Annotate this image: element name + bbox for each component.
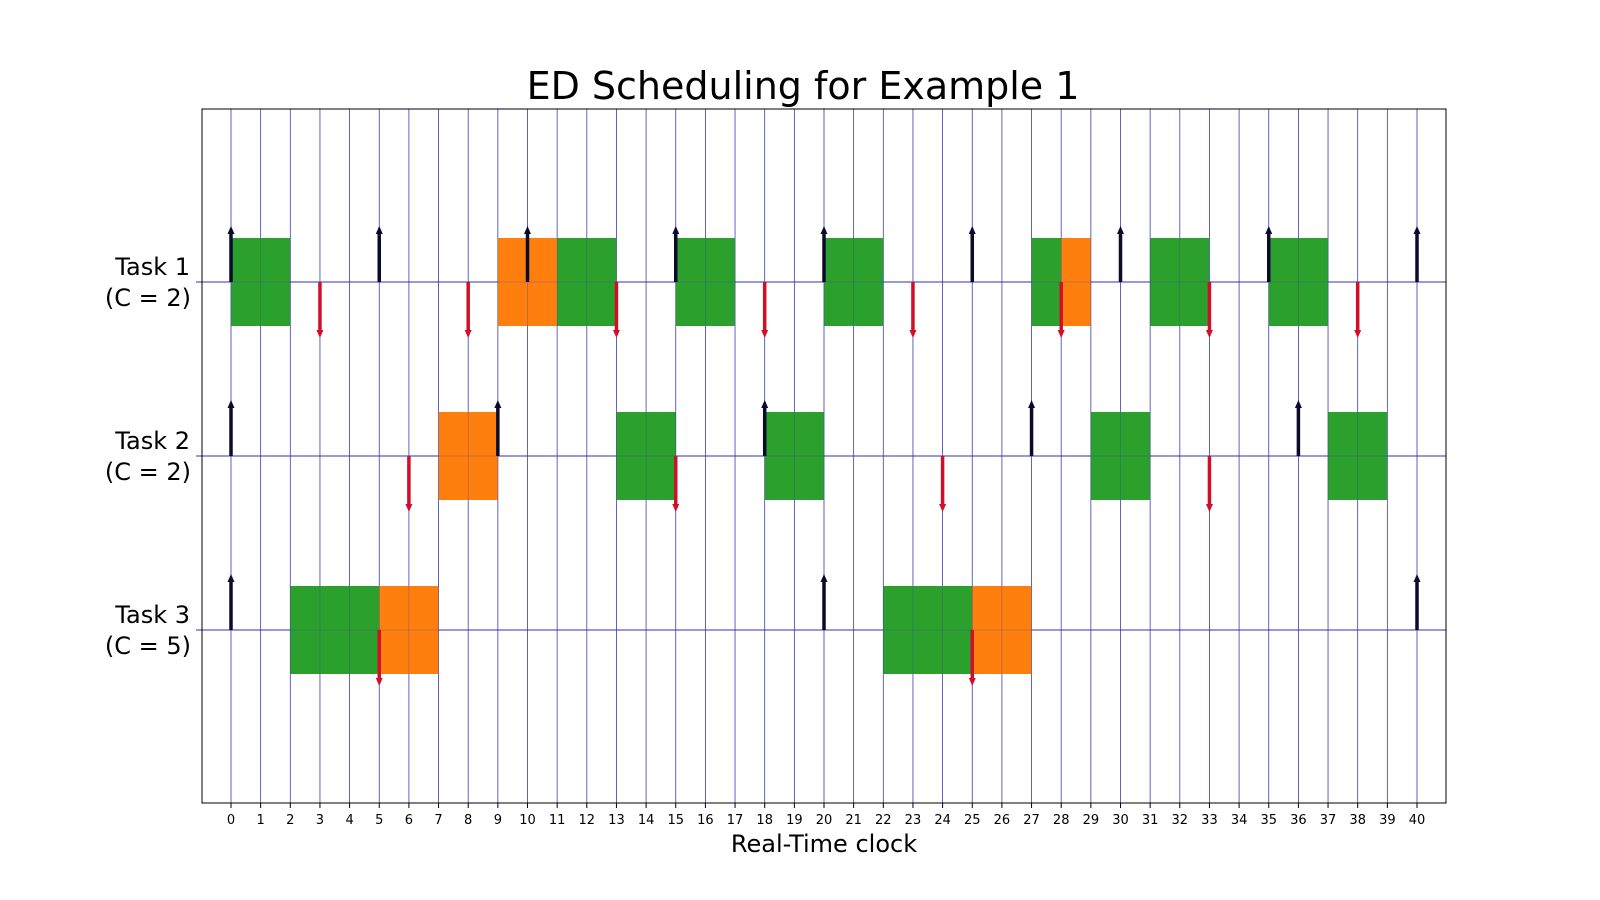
release-arrow-head [672, 226, 680, 234]
release-arrow-head [1413, 574, 1421, 582]
deadline-arrow-head [612, 330, 620, 338]
deadline-arrow-head [761, 330, 769, 338]
x-tick-label: 8 [464, 813, 472, 828]
release-deadline-arrows [227, 226, 1421, 686]
x-tick-label: 24 [934, 813, 951, 828]
release-arrow-head [227, 574, 235, 582]
x-tick-label: 16 [697, 813, 714, 828]
x-tick-label: 33 [1201, 813, 1218, 828]
x-tick-label: 21 [845, 813, 862, 828]
release-arrow-head [1413, 226, 1421, 234]
x-tick-label: 36 [1290, 813, 1307, 828]
release-arrow-head [524, 226, 531, 234]
x-tick-label: 20 [816, 813, 833, 828]
x-tick-label: 0 [227, 813, 235, 828]
x-tick-label: 5 [375, 813, 383, 828]
release-arrow-head [227, 226, 235, 234]
release-arrow-head [820, 226, 828, 234]
x-tick-label: 9 [494, 813, 502, 828]
release-arrow-head [1117, 226, 1124, 234]
x-tick-label: 30 [1112, 813, 1129, 828]
x-tick-label: 27 [1023, 813, 1040, 828]
task-name-label: Task 3 [114, 601, 190, 629]
x-tick-label: 28 [1053, 813, 1070, 828]
release-arrow-head [761, 400, 769, 408]
deadline-arrow-head [1057, 330, 1065, 338]
release-arrow-head [1028, 400, 1036, 408]
x-tick-label: 37 [1320, 813, 1337, 828]
deadline-arrow-head [464, 330, 472, 338]
deadline-arrow-head [968, 678, 976, 686]
deadline-arrow-head [909, 330, 917, 338]
x-tick-label: 14 [638, 813, 655, 828]
x-tick-label: 1 [257, 813, 265, 828]
deadline-arrow-head [1205, 504, 1213, 512]
release-arrow-head [227, 400, 235, 408]
release-arrow-head [1294, 400, 1302, 408]
x-tick-label: 3 [316, 813, 324, 828]
x-tick-label: 32 [1172, 813, 1189, 828]
task-cost-label: (C = 2) [105, 284, 191, 312]
release-arrow-head [375, 226, 383, 234]
x-tick-label: 23 [905, 813, 922, 828]
x-tick-label: 26 [994, 813, 1011, 828]
x-tick-label: 40 [1409, 813, 1426, 828]
deadline-arrow-head [672, 504, 680, 512]
task-name-label: Task 2 [114, 427, 190, 455]
x-tick-label: 22 [875, 813, 892, 828]
x-tick-label: 25 [964, 813, 981, 828]
task-cost-label: (C = 5) [105, 632, 191, 660]
deadline-arrow-head [316, 330, 324, 338]
x-tick-label: 39 [1379, 813, 1396, 828]
x-tick-label: 13 [608, 813, 625, 828]
x-tick-label: 29 [1083, 813, 1100, 828]
execution-bars [202, 109, 1446, 803]
release-arrow-head [820, 574, 828, 582]
task-name-label: Task 1 [114, 253, 190, 281]
x-axis-ticks: 0 1 2 3 4 5 6 7 8 9 10 11 12 13 14 15 16 17 18 19 20 21 22 23 24… [227, 803, 1425, 828]
task-cost-label: (C = 2) [105, 458, 191, 486]
x-axis-label: Real-Time clock [731, 830, 917, 858]
deadline-arrow-head [405, 504, 413, 512]
x-tick-label: 38 [1349, 813, 1366, 828]
x-tick-label: 15 [667, 813, 684, 828]
x-tick-label: 31 [1142, 813, 1159, 828]
release-arrow-head [494, 400, 502, 408]
x-tick-label: 17 [727, 813, 744, 828]
x-tick-label: 7 [434, 813, 442, 828]
x-tick-label: 11 [549, 813, 566, 828]
x-tick-label: 2 [286, 813, 294, 828]
deadline-arrow-head [1354, 330, 1362, 338]
x-tick-label: 35 [1260, 813, 1277, 828]
release-arrow-head [968, 226, 976, 234]
deadline-arrow-head [375, 678, 383, 686]
chart-title: ED Scheduling for Example 1 [527, 64, 1080, 108]
deadline-arrow-head [1205, 330, 1213, 338]
x-tick-label: 6 [405, 813, 413, 828]
x-tick-label: 10 [519, 813, 536, 828]
release-arrow-head [1265, 226, 1273, 234]
deadline-arrow-head [939, 504, 947, 512]
x-tick-label: 12 [579, 813, 596, 828]
x-tick-label: 4 [345, 813, 353, 828]
x-tick-label: 34 [1231, 813, 1248, 828]
x-tick-label: 19 [786, 813, 803, 828]
x-tick-label: 18 [756, 813, 773, 828]
task-labels: Task 1 (C = 2) Task 2 (C = 2) Task 3 (C = 5) [105, 253, 191, 660]
